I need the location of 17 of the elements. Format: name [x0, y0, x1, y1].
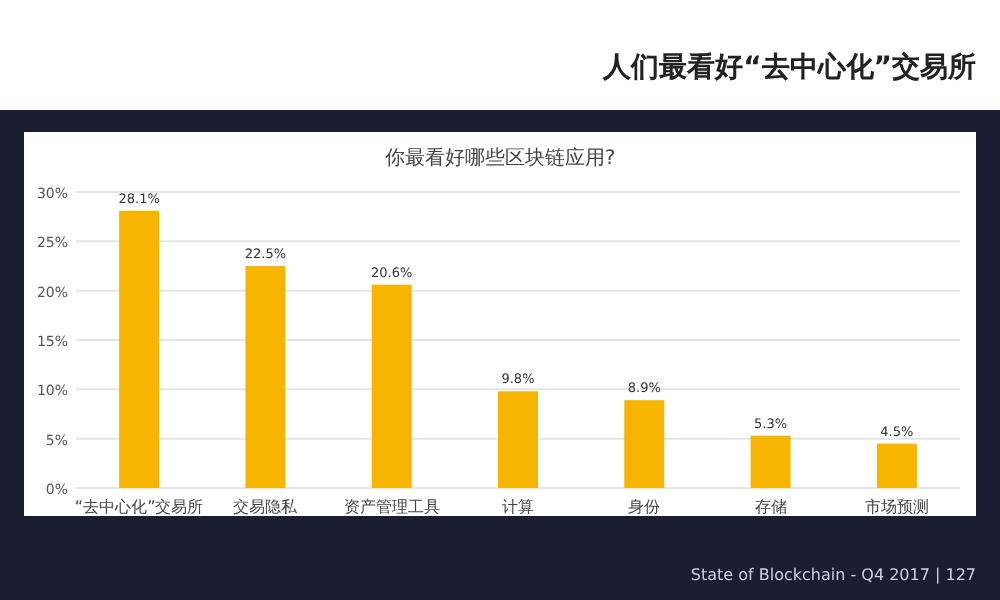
x-tick-label: 交易隐私	[233, 498, 300, 516]
x-tick-label: 市场预测	[864, 498, 929, 516]
x-tick-label: “去中心化”交易所	[74, 498, 204, 516]
bar	[624, 400, 665, 488]
bar	[750, 435, 791, 488]
x-tick-label: 资产管理工具	[343, 498, 440, 516]
text: 人们最看好“去中心化”交易所	[601, 50, 976, 84]
chart-title: 你最看好哪些区块链应用?	[384, 146, 616, 170]
bar	[371, 284, 412, 488]
x-tick-label: 计算	[502, 498, 534, 516]
x-tick-label: 身份	[628, 498, 661, 516]
bar	[498, 391, 538, 488]
bar	[876, 443, 917, 488]
text: State of Blockchain - Q4 2017 | 127	[690, 566, 976, 584]
bar	[245, 266, 286, 488]
bar	[119, 210, 160, 488]
x-tick-label: 存储	[754, 498, 787, 516]
